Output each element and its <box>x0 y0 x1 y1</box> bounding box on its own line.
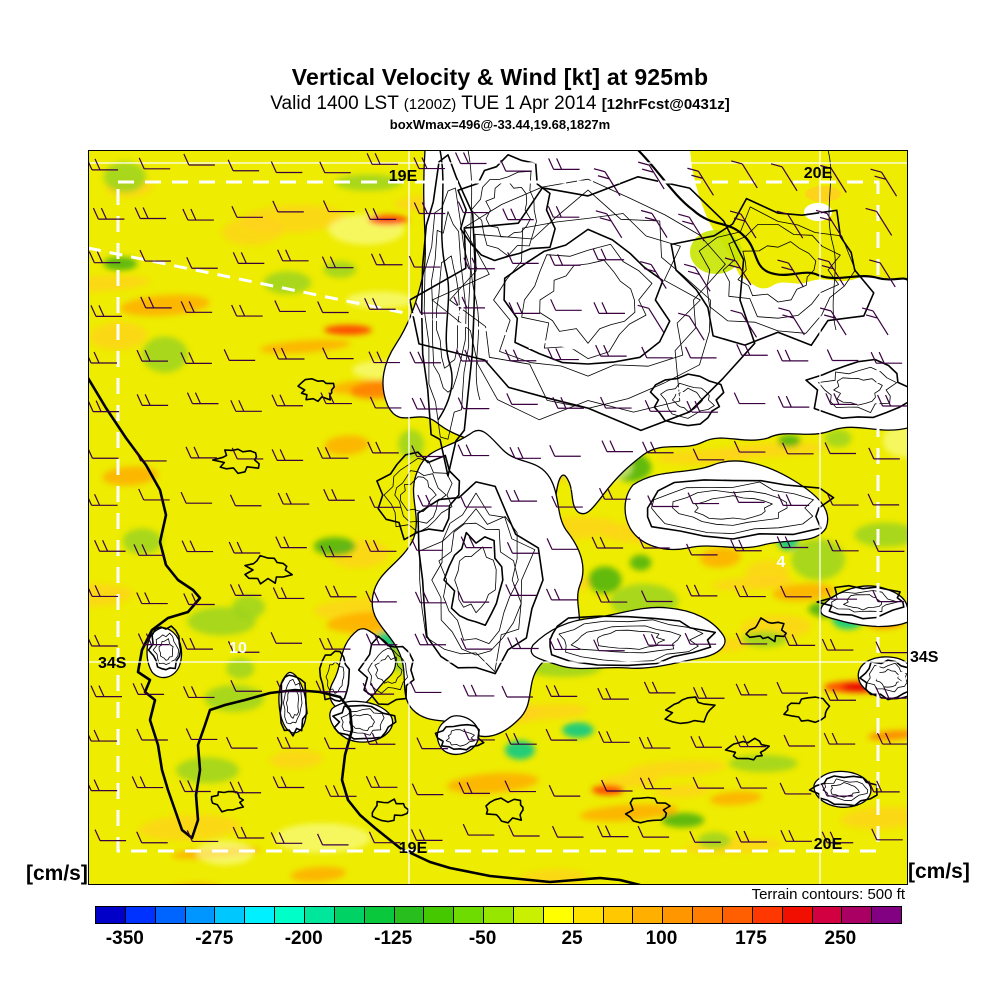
colorbar-segment <box>245 907 276 923</box>
waypoint-label: 1 <box>571 477 580 494</box>
lon-label-19e-bottom: 19E <box>399 840 428 857</box>
latitude-label-right: 34S <box>910 649 939 666</box>
colorbar-tick-label: 250 <box>824 928 857 949</box>
terrain-contour-note: Terrain contours: 500 ft <box>751 886 905 903</box>
colorbar-segment <box>663 907 694 923</box>
lon-label-19e-top: 19E <box>389 168 418 185</box>
colorbar-segment <box>305 907 335 923</box>
colorbar-tick-label: -50 <box>468 928 497 949</box>
colorbar-segment <box>752 907 783 923</box>
colorbar-segment <box>96 907 126 923</box>
waypoint-label: 5 <box>898 670 907 687</box>
colorbar-tick-label: 100 <box>645 928 678 949</box>
map-border <box>88 150 908 885</box>
valid-time-utc: (1200Z) <box>403 96 457 113</box>
corner-yellow-patch <box>637 150 908 289</box>
waypoint-label: 7 <box>527 336 536 353</box>
colorbar-segment <box>782 907 813 923</box>
box-wmax-info: boxWmax=496@-33.44,19.68,1827m <box>389 117 611 132</box>
colorbar-tick-label: -125 <box>374 928 413 949</box>
weather-map: 19E 20E 19E 20E 2 7 1 6 4 10 5 <box>88 150 908 885</box>
waypoint-label: 10 <box>229 640 247 657</box>
valid-date: TUE 1 Apr 2014 <box>456 93 602 114</box>
lon-label-20e-top: 20E <box>804 165 833 182</box>
map-area: 19E 20E 19E 20E 2 7 1 6 4 10 5 <box>88 150 908 885</box>
colorbar-segment <box>693 907 724 923</box>
map-labels: 19E 20E 19E 20E 2 7 1 6 4 10 5 <box>229 165 906 857</box>
colorbar-tick-label: -200 <box>284 928 323 949</box>
colorbar-segment <box>275 907 306 923</box>
waypoint-label: 4 <box>777 554 786 571</box>
units-label-left: [cm/s] <box>26 862 88 885</box>
valid-time-subtitle: Valid 1400 LST (1200Z) TUE 1 Apr 2014 [1… <box>0 93 1000 115</box>
lon-label-20e-bottom: 20E <box>814 836 843 853</box>
colorbar-segment <box>155 907 186 923</box>
colorbar-segment <box>812 907 843 923</box>
colorbar-tick-label: -350 <box>105 928 144 949</box>
latitude-label-left: 34S <box>98 655 127 672</box>
colorbar-segment <box>394 907 425 923</box>
units-label-right: [cm/s] <box>908 860 970 883</box>
forecast-run-tag: [12hrFcst@0431z] <box>601 96 730 113</box>
wind-barbs <box>88 152 908 846</box>
waypoint-label: 6 <box>676 385 685 402</box>
colorbar-segment <box>573 907 604 923</box>
nested-domain-box <box>116 180 880 853</box>
colorbar-tick-label: -275 <box>195 928 234 949</box>
colorbar-segment <box>872 907 902 923</box>
colorbar-segment <box>125 907 156 923</box>
colorbar-segment <box>424 907 455 923</box>
valid-time-main: Valid 1400 LST <box>270 93 404 114</box>
colorbar-segment <box>633 907 664 923</box>
colorbar-segment <box>364 907 395 923</box>
colorbar-segment <box>723 907 753 923</box>
colorbar-segment <box>185 907 216 923</box>
colorbar-segment <box>215 907 246 923</box>
colorbar-segment <box>514 907 544 923</box>
colorbar-segment <box>543 907 574 923</box>
waypoint-label: 2 <box>456 303 465 320</box>
colorbar-tick-label: 175 <box>735 928 767 949</box>
colorbar-segment <box>334 907 365 923</box>
page-title: Vertical Velocity & Wind [kt] at 925mb <box>291 64 709 90</box>
coastline <box>88 376 642 885</box>
grid-lines <box>88 150 908 885</box>
colorbar-segment <box>484 907 515 923</box>
velocity-colorbar <box>95 906 902 924</box>
colorbar-tick-label: 25 <box>561 928 583 949</box>
colorbar-segment <box>454 907 485 923</box>
colorbar-segment <box>842 907 873 923</box>
colorbar-segment <box>603 907 634 923</box>
